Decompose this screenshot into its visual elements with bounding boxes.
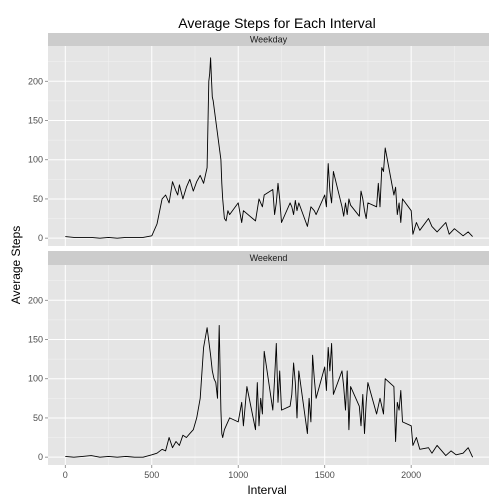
facet-weekend: Weekend 0 50 100 150 200 bbox=[28, 251, 489, 465]
y-tick-label: 0 bbox=[38, 233, 43, 243]
y-tick-label: 200 bbox=[28, 295, 43, 305]
facet-strip bbox=[48, 251, 489, 265]
y-tick-label: 50 bbox=[33, 413, 43, 423]
x-axis-title: Interval bbox=[247, 483, 286, 497]
panel-background bbox=[48, 46, 489, 246]
facet-strip-label: Weekday bbox=[250, 35, 288, 45]
y-tick-label: 0 bbox=[38, 452, 43, 462]
x-tick-label: 500 bbox=[144, 470, 159, 480]
y-tick-label: 150 bbox=[28, 335, 43, 345]
y-axis-title: Average Steps bbox=[9, 226, 23, 305]
x-tick-label: 2000 bbox=[401, 470, 421, 480]
facet-strip-label: Weekend bbox=[250, 253, 288, 263]
y-tick-label: 100 bbox=[28, 155, 43, 165]
series-line bbox=[65, 57, 473, 239]
x-tick-label: 1000 bbox=[228, 470, 248, 480]
y-tick-label: 150 bbox=[28, 116, 43, 126]
series-line bbox=[65, 324, 474, 458]
x-tick-label: 0 bbox=[63, 470, 68, 480]
chart-title: Average Steps for Each Interval bbox=[178, 15, 375, 31]
y-tick-label: 200 bbox=[28, 76, 43, 86]
panel-background bbox=[48, 265, 489, 465]
facet-weekday: Weekday 0 50 100 150 200 bbox=[28, 33, 489, 246]
x-tick-label: 1500 bbox=[315, 470, 335, 480]
y-tick-label: 50 bbox=[33, 194, 43, 204]
facet-strip bbox=[48, 33, 489, 46]
y-tick-label: 100 bbox=[28, 374, 43, 384]
